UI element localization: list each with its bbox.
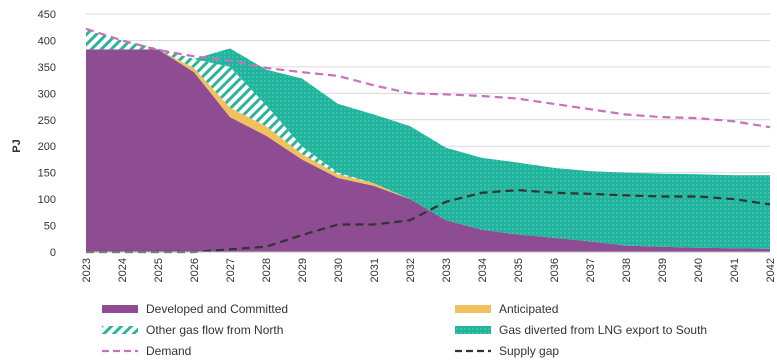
- x-tick-label: 2039: [657, 258, 669, 282]
- x-tick-label: 2026: [189, 258, 201, 282]
- legend: Developed and Committed Anticipated Other …: [102, 302, 707, 358]
- area-layers: [86, 29, 770, 253]
- legend-swatch: [455, 305, 491, 313]
- legend-item-anticipated: Anticipated: [455, 302, 558, 316]
- legend-label: Developed and Committed: [146, 302, 288, 316]
- legend-swatch: [102, 326, 138, 334]
- y-tick-label: 450: [38, 9, 56, 21]
- y-tick-label: 250: [38, 115, 56, 127]
- line-demand: [85, 27, 771, 129]
- x-tick-label: 2027: [225, 258, 237, 282]
- x-tick-label: 2041: [729, 258, 741, 282]
- x-tick-label: 2040: [693, 258, 705, 282]
- legend-label: Other gas flow from North: [146, 323, 283, 337]
- y-tick-label: 400: [38, 35, 56, 47]
- y-tick-label: 0: [50, 247, 56, 259]
- x-tick-label: 2037: [585, 258, 597, 282]
- x-tick-label: 2038: [621, 258, 633, 282]
- legend-swatch: [102, 305, 138, 313]
- y-tick-label: 350: [38, 62, 56, 74]
- legend-label: Anticipated: [499, 302, 558, 316]
- line-series: [85, 27, 771, 254]
- legend-item-other-gas-flow-from-north: Other gas flow from North: [102, 323, 283, 337]
- y-tick-label: 100: [38, 194, 56, 206]
- legend-item-demand: Demand: [102, 344, 191, 358]
- x-tick-label: 2035: [513, 258, 525, 282]
- legend-item-supply-gap: Supply gap: [455, 344, 559, 358]
- x-tick-label: 2033: [441, 258, 453, 282]
- x-tick-label: 2024: [117, 258, 129, 282]
- y-tick-label: 50: [44, 221, 56, 233]
- x-tick-label: 2042: [765, 258, 777, 282]
- y-axis: 0 50 100 150 200 250 300 350 400 450: [38, 9, 56, 259]
- legend-label: Supply gap: [499, 344, 559, 358]
- x-tick-label: 2030: [333, 258, 345, 282]
- legend-item-developed-and-committed: Developed and Committed: [102, 302, 288, 316]
- x-tick-label: 2034: [477, 258, 489, 282]
- x-tick-label: 2031: [369, 258, 381, 282]
- x-tick-label: 2025: [153, 258, 165, 282]
- y-tick-label: 200: [38, 141, 56, 153]
- x-tick-label: 2036: [549, 258, 561, 282]
- legend-swatch: [455, 326, 491, 334]
- y-tick-label: 150: [38, 168, 56, 180]
- x-tick-label: 2023: [81, 258, 93, 282]
- legend-label: Gas diverted from LNG export to South: [499, 323, 707, 337]
- x-tick-label: 2032: [405, 258, 417, 282]
- line-supply-gap: [86, 189, 771, 254]
- x-tick-label: 2029: [297, 258, 309, 282]
- x-axis: 2023 2024 2025 2026 2027 2028 2029 2030 2031 2032…: [81, 251, 777, 282]
- y-tick-label: 300: [38, 88, 56, 100]
- x-tick-label: 2028: [261, 258, 273, 282]
- area-developed-and-committed: [86, 49, 770, 253]
- legend-item-gas-diverted-from-lng-export-to-south: Gas diverted from LNG export to South: [455, 323, 707, 337]
- legend-label: Demand: [146, 344, 191, 358]
- y-axis-label: PJ: [11, 139, 23, 152]
